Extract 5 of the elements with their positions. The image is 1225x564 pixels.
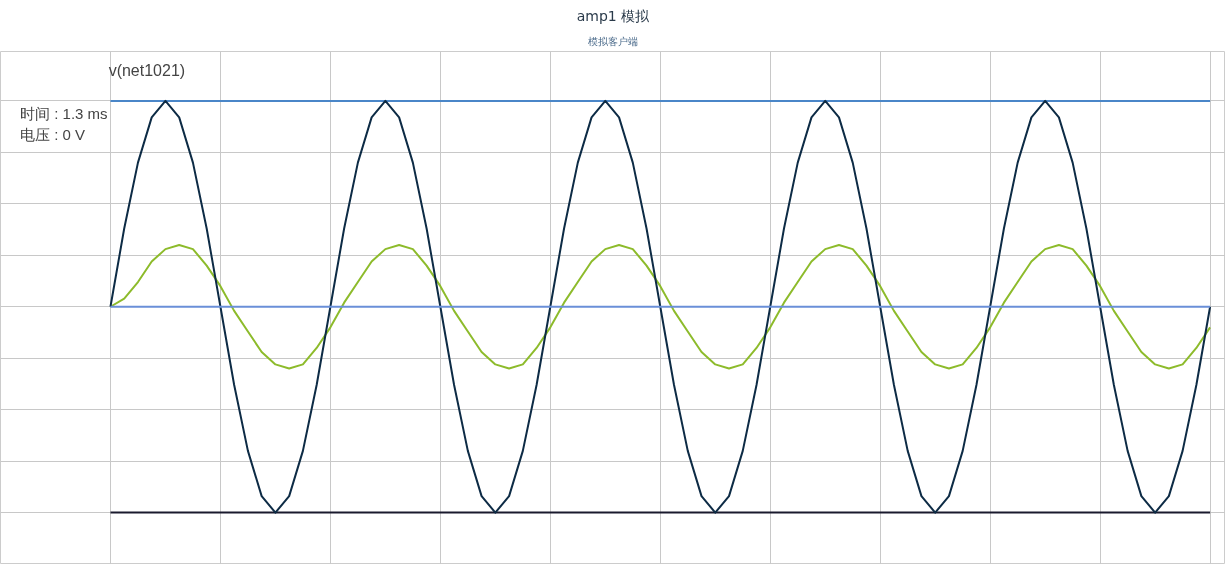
text: 电压 : 0 V bbox=[20, 125, 86, 143]
annotation: 时间 : 1.3 ms bbox=[20, 105, 108, 123]
chart-title: amp1 模拟 bbox=[576, 7, 651, 24]
text: v(net1021) bbox=[108, 61, 186, 79]
chart-subtitle: 模拟客户端 bbox=[588, 35, 638, 47]
